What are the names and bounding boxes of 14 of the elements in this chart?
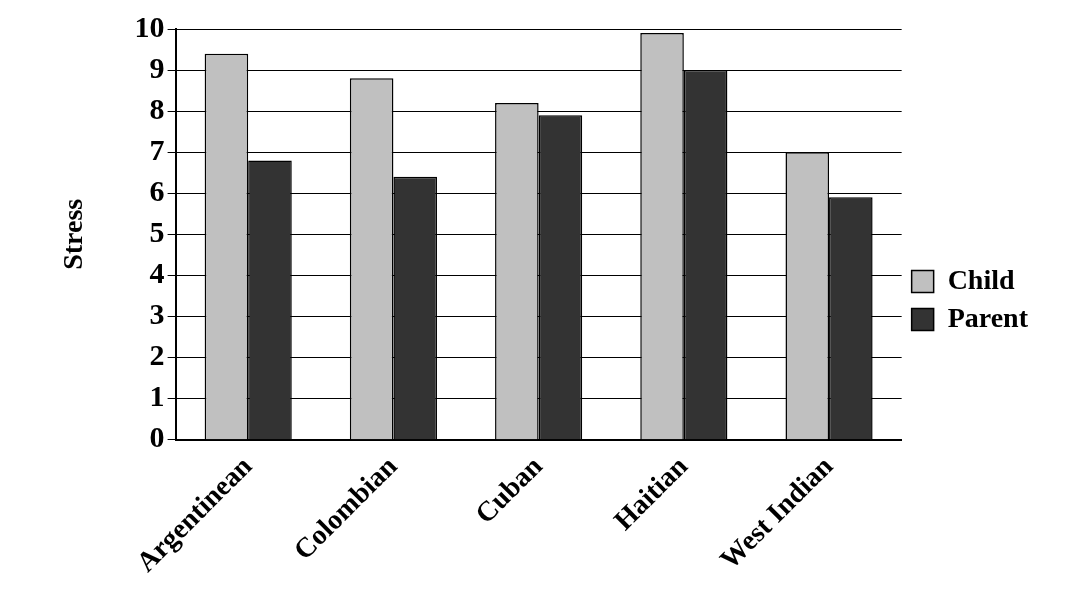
legend-label: Parent [947, 301, 1029, 333]
y-tick-label: 4 [149, 256, 165, 290]
y-axis-title: Stress [57, 198, 89, 270]
y-tick-label: 8 [149, 91, 165, 125]
y-tick-label: 9 [149, 50, 165, 84]
y-tick-label: 10 [134, 9, 165, 43]
y-tick-label: 7 [149, 132, 165, 166]
legend-label: Child [947, 263, 1015, 295]
y-tick-label: 1 [149, 379, 165, 413]
y-tick-label: 2 [149, 338, 165, 372]
y-tick-label: 3 [149, 297, 165, 331]
y-tick-label: 0 [149, 420, 165, 454]
y-tick-label: 5 [149, 215, 165, 249]
y-tick-label: 6 [149, 174, 165, 208]
